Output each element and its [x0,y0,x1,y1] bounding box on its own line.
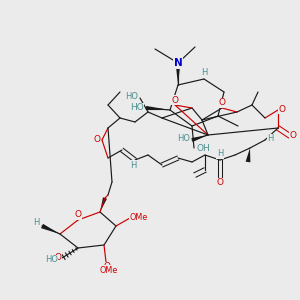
Polygon shape [191,135,208,142]
Text: O: O [217,178,224,187]
Text: OH: OH [196,143,210,152]
Text: N: N [174,58,182,68]
Text: H: H [267,134,274,143]
Text: H: H [201,68,208,77]
Polygon shape [246,148,250,162]
Text: HO: HO [45,255,58,264]
Polygon shape [100,197,107,212]
Polygon shape [176,63,180,85]
Text: O: O [278,105,285,114]
Text: O: O [94,136,101,145]
Text: O: O [218,98,226,107]
Text: O: O [130,214,137,223]
Text: HO: HO [178,134,190,143]
Text: H: H [33,218,40,227]
Text: O: O [172,96,178,105]
Text: H: H [130,161,137,170]
Text: O: O [54,254,61,262]
Text: H: H [217,149,223,158]
Polygon shape [41,224,60,234]
Polygon shape [146,106,170,110]
Text: O: O [103,262,110,271]
Text: HO: HO [125,92,139,101]
Text: OMe: OMe [130,214,148,223]
Text: OMe: OMe [99,266,118,275]
Text: O: O [74,210,82,219]
Text: HO: HO [130,103,144,112]
Text: O: O [290,131,296,140]
